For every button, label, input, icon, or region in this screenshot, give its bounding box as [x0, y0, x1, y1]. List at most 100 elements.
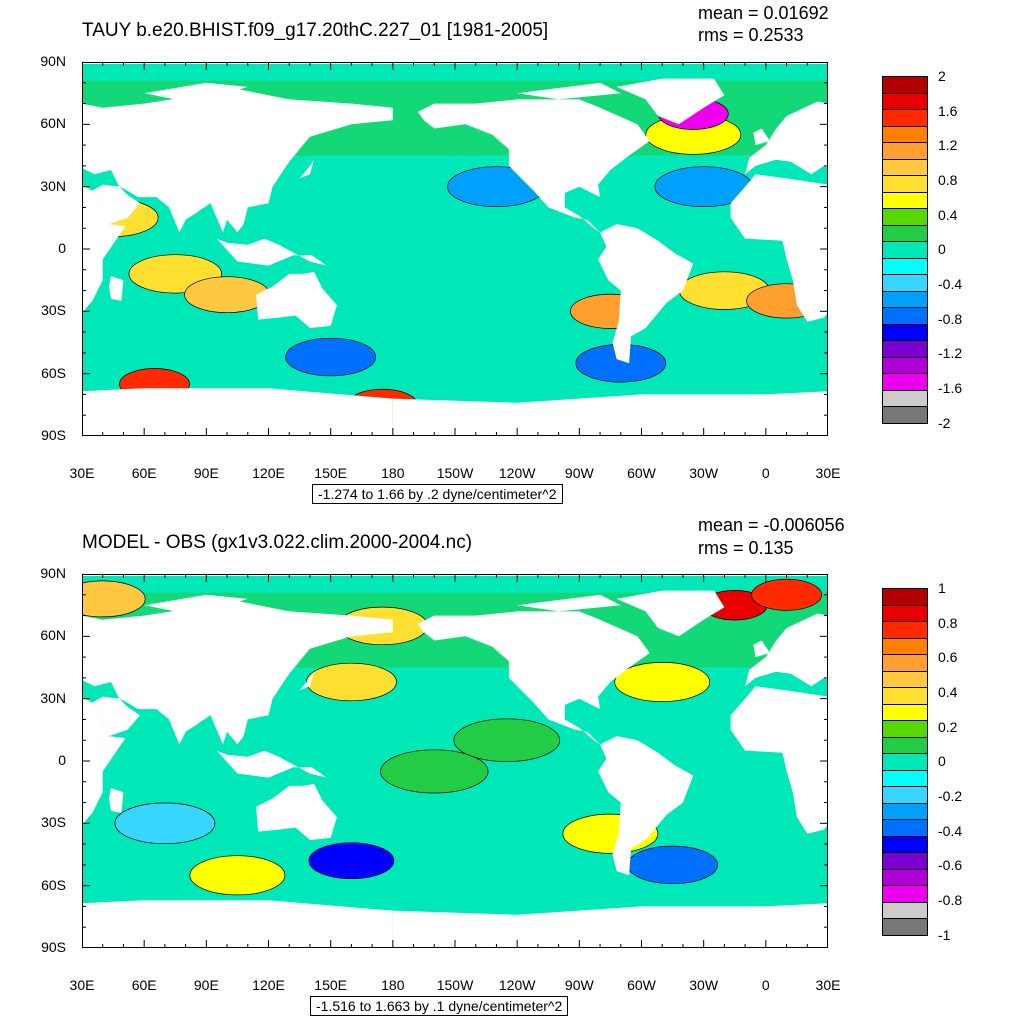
- x-tick-label: 120W: [498, 465, 536, 481]
- colorbar-swatch: [882, 901, 928, 919]
- anomaly-feature-5: [751, 578, 822, 611]
- colorbar-label: -0.8: [938, 891, 963, 908]
- colorbar-label: 2: [938, 68, 946, 84]
- y-tick-label: 90S: [41, 939, 66, 955]
- anomaly-feature-8: [308, 842, 395, 880]
- anomaly-feature-0: [82, 580, 146, 618]
- colorbar-label: -0.2: [938, 787, 963, 804]
- x-tick-label: 150W: [436, 465, 474, 481]
- colorbar-swatch: [882, 175, 928, 193]
- colorbar-swatch: [882, 125, 928, 143]
- x-tick-label: 30E: [69, 465, 95, 481]
- y-tick-label: 60S: [41, 876, 66, 893]
- x-tick-label: 0: [761, 977, 770, 993]
- x-tick-label: 120E: [252, 977, 285, 993]
- colorbar-swatch: [882, 868, 928, 886]
- y-tick-label: 60S: [41, 364, 66, 381]
- colorbar-label: -1.6: [938, 379, 963, 396]
- x-tick-label: 150W: [436, 977, 474, 993]
- colorbar-label: 1: [938, 580, 946, 596]
- y-tick-label: 60N: [40, 627, 66, 644]
- x-tick-label: 180: [381, 977, 405, 993]
- x-tick-label: 90E: [193, 977, 219, 993]
- x-tick-label: 60W: [627, 977, 656, 993]
- y-tick-label: 0: [58, 240, 66, 256]
- colorbar-label: 1.2: [938, 137, 958, 154]
- y-tick-label: 30S: [41, 814, 66, 831]
- mean-label: mean = 0.01692: [698, 3, 829, 23]
- y-tick-label: 90S: [41, 427, 66, 443]
- x-tick-label: 30E: [815, 465, 841, 481]
- x-tick-label: 30W: [689, 977, 719, 993]
- x-tick-label: 90W: [564, 977, 594, 993]
- colorbar-swatch: [882, 373, 928, 391]
- colorbar-label: -0.6: [938, 857, 963, 874]
- x-tick-label: 90W: [564, 465, 594, 481]
- x-tick-label: 120E: [252, 465, 285, 481]
- colorbar-swatch: [882, 224, 928, 242]
- x-tick-label: 120W: [498, 977, 536, 993]
- map-svg: [82, 62, 828, 436]
- colorbar-swatch: [882, 753, 928, 771]
- colorbar-swatch: [882, 92, 928, 110]
- colorbar-label: -0.8: [938, 310, 963, 327]
- y-tick-label: 30S: [41, 302, 66, 319]
- anomaly-feature-10: [114, 802, 216, 845]
- anomaly-feature-11: [380, 749, 489, 794]
- x-tick-label: 60E: [131, 977, 157, 993]
- x-tick-label: 150E: [314, 977, 348, 993]
- colorbar-label: -0.4: [938, 275, 963, 292]
- x-tick-label: 30E: [815, 977, 841, 993]
- land-mask: [82, 590, 828, 948]
- y-tick-label: 0: [58, 752, 66, 768]
- anomaly-feature-1: [306, 662, 397, 702]
- colorbar-swatch: [882, 736, 928, 754]
- colorbar-swatch: [882, 142, 928, 160]
- colorbar-label: 0.4: [938, 683, 958, 700]
- y-tick-label: 60N: [40, 115, 66, 132]
- colorbar: [882, 588, 928, 936]
- colorbar-label: -1: [938, 926, 951, 943]
- colorbar-label: -0.4: [938, 822, 963, 839]
- colorbar-swatch: [882, 109, 928, 127]
- colorbar-swatch: [882, 290, 928, 308]
- x-tick-label: 60E: [131, 465, 157, 481]
- map-plot: [82, 62, 828, 436]
- rms-label: rms = 0.2533: [698, 25, 804, 45]
- colorbar-swatch: [882, 356, 928, 374]
- x-tick-label: 30E: [69, 977, 95, 993]
- colorbar-label: 0: [938, 753, 946, 770]
- panel-model-minus-obs: MODEL - OBS (gx1v3.022.clim.2000-2004.nc…: [0, 512, 1024, 1024]
- colorbar-label: -2: [938, 414, 951, 431]
- chart-title: MODEL - OBS (gx1v3.022.clim.2000-2004.nc…: [82, 532, 473, 553]
- x-tick-label: 30W: [689, 465, 719, 481]
- colorbar-swatch: [882, 835, 928, 853]
- colorbar-swatch: [882, 621, 928, 639]
- colorbar-swatch: [882, 769, 928, 787]
- colorbar-swatch: [882, 208, 928, 226]
- colorbar-swatch: [882, 76, 928, 94]
- colorbar-swatch: [882, 389, 928, 407]
- colorbar-swatch: [882, 191, 928, 209]
- x-tick-label: 150E: [314, 465, 348, 481]
- panel-tauy: TAUY b.e20.BHIST.f09_g17.20thC.227_01 [1…: [40, 3, 963, 504]
- colorbar-swatch: [882, 604, 928, 622]
- colorbar-label: -1.2: [938, 345, 963, 362]
- colorbar-swatch: [882, 340, 928, 358]
- colorbar-swatch: [882, 274, 928, 292]
- rms-label: rms = 0.135: [698, 538, 794, 558]
- colorbar-swatch: [882, 637, 928, 655]
- colorbar-label: 0.8: [938, 614, 958, 631]
- colorbar-swatch: [882, 670, 928, 688]
- colorbar-swatch: [882, 406, 928, 424]
- anomaly-feature-12: [453, 718, 561, 762]
- colorbar-swatch: [882, 257, 928, 275]
- colorbar-swatch: [882, 852, 928, 870]
- colorbar-swatch: [882, 885, 928, 903]
- colorbar-label: 0.8: [938, 171, 958, 188]
- colorbar-swatch: [882, 588, 928, 606]
- colorbar-swatch: [882, 654, 928, 672]
- colorbar: [882, 76, 928, 424]
- y-tick-label: 30N: [40, 689, 66, 706]
- anomaly-feature-7: [285, 337, 377, 377]
